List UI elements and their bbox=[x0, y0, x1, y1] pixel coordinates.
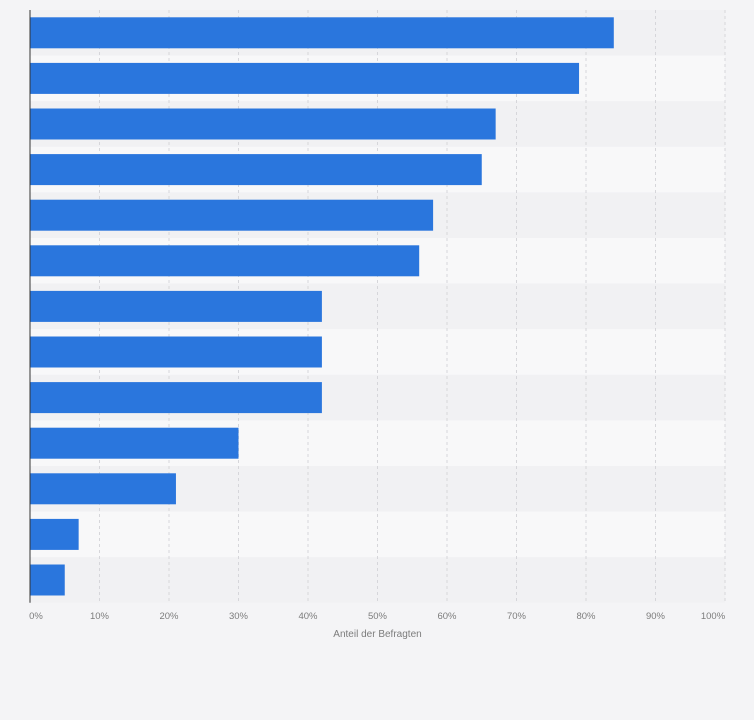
x-tick-label: 70% bbox=[507, 611, 527, 622]
bar[interactable] bbox=[30, 382, 322, 414]
bar[interactable] bbox=[30, 564, 65, 596]
bar[interactable] bbox=[30, 108, 496, 140]
bar[interactable] bbox=[30, 245, 420, 277]
x-axis-title: Anteil der Befragten bbox=[333, 629, 421, 640]
x-tick-label: 40% bbox=[298, 611, 318, 622]
bar[interactable] bbox=[30, 199, 434, 231]
x-tick-label: 90% bbox=[646, 611, 666, 622]
x-tick-label: 0% bbox=[29, 611, 43, 622]
bar[interactable] bbox=[30, 290, 322, 322]
x-axis-ticks: 0% 10% 20% 30% 40% 50% 60% 70% 80% 90% 100% bbox=[29, 611, 726, 622]
x-tick-label: 50% bbox=[368, 611, 388, 622]
x-tick-label: 100% bbox=[701, 611, 726, 622]
bar[interactable] bbox=[30, 62, 580, 94]
x-tick-label: 80% bbox=[576, 611, 596, 622]
bars bbox=[30, 17, 614, 596]
bar[interactable] bbox=[30, 473, 176, 505]
bar[interactable] bbox=[30, 518, 79, 550]
bar[interactable] bbox=[30, 17, 614, 49]
bar[interactable] bbox=[30, 336, 322, 368]
x-tick-label: 60% bbox=[437, 611, 457, 622]
bar[interactable] bbox=[30, 427, 239, 459]
bar[interactable] bbox=[30, 154, 482, 186]
x-tick-label: 30% bbox=[229, 611, 249, 622]
x-tick-label: 10% bbox=[90, 611, 110, 622]
x-tick-label: 20% bbox=[159, 611, 179, 622]
